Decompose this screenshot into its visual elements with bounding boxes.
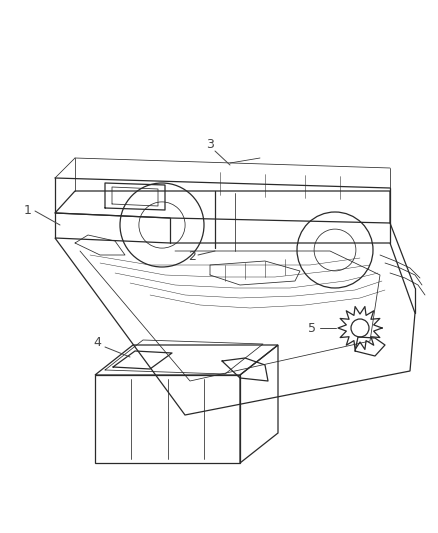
Text: 4: 4 — [93, 335, 101, 349]
Text: 3: 3 — [206, 139, 214, 151]
Text: 2: 2 — [188, 251, 196, 263]
Text: 5: 5 — [308, 321, 316, 335]
Text: 1: 1 — [24, 205, 32, 217]
